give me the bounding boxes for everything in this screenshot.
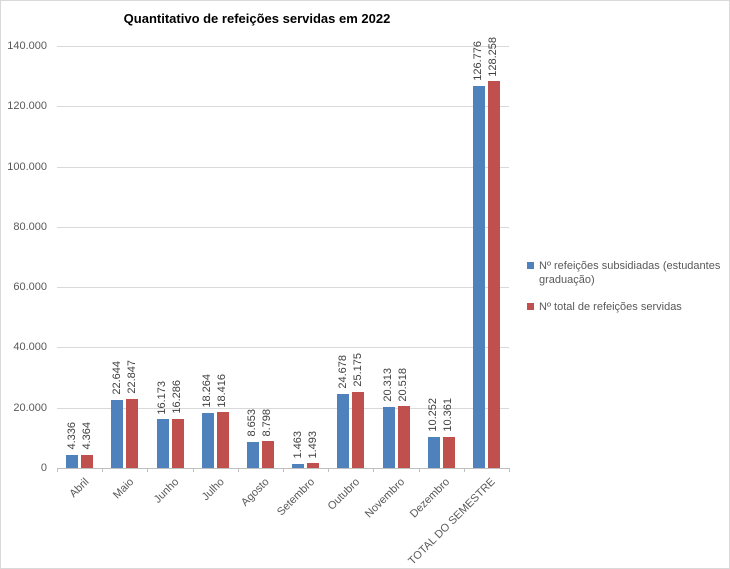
bar [111, 399, 124, 468]
x-axis-tick-label: Junho [151, 476, 182, 506]
x-axis-tick-mark [373, 468, 375, 472]
bar [352, 392, 365, 468]
x-axis-tick-label: Dezembro [408, 476, 453, 521]
bar [261, 441, 274, 468]
y-axis-tick-label: 80.000 [13, 220, 47, 233]
x-axis-tick-label: Maio [110, 476, 137, 502]
gridline [57, 347, 509, 349]
y-axis-tick-label: 120.000 [7, 100, 47, 113]
x-axis-tick-mark [509, 468, 510, 472]
gridline [57, 407, 509, 409]
data-label: 128.258 [487, 36, 500, 77]
x-axis-tick-mark [418, 468, 420, 472]
bar [81, 454, 94, 468]
data-label: 1.463 [291, 431, 304, 459]
x-axis-tick-mark [57, 468, 58, 472]
x-axis-tick-mark [283, 468, 284, 472]
x-axis-tick-mark [328, 468, 330, 472]
x-axis-tick-label: Julho [199, 476, 227, 504]
bar [216, 412, 229, 468]
bar [126, 399, 139, 468]
data-label: 4.364 [80, 422, 93, 450]
data-label: 1.493 [306, 430, 319, 459]
bar [66, 454, 79, 468]
data-label: 8.798 [261, 408, 274, 437]
data-label: 8.653 [246, 409, 259, 437]
legend: Nº refeições subsidiadas (estudantes gra… [527, 259, 723, 327]
legend-item: Nº total de refeições servidas [527, 300, 723, 314]
y-axis-tick-label: 140.000 [7, 40, 47, 52]
gridline [57, 287, 509, 289]
y-axis-tick-label: 40.000 [13, 341, 47, 354]
bar [427, 437, 440, 468]
x-axis-tick-mark [102, 468, 104, 472]
data-label: 10.252 [427, 398, 440, 433]
gridline [57, 46, 509, 47]
x-axis-tick-mark [192, 468, 194, 472]
data-label: 4.336 [65, 422, 78, 450]
gridline [57, 166, 509, 168]
x-axis-tick-label: Setembro [274, 476, 318, 519]
legend-label: Nº refeições subsidiadas (estudantes gra… [539, 260, 721, 286]
bar [397, 406, 410, 468]
bar [156, 419, 169, 468]
y-axis-tick-label: 0 [40, 462, 47, 474]
x-axis-tick-label: Novembro [363, 476, 408, 521]
data-label: 18.416 [216, 373, 229, 408]
x-axis-tick-label: TOTAL DO SEMESTRE [406, 476, 498, 568]
x-axis-tick-label: Agosto [239, 476, 272, 509]
data-label: 24.678 [336, 354, 349, 389]
x-axis-tick-mark [237, 468, 239, 472]
y-axis-tick-label: 100.000 [7, 160, 47, 173]
bar [307, 463, 320, 468]
gridline [57, 106, 509, 108]
legend-item: Nº refeições subsidiadas (estudantes gra… [527, 259, 723, 287]
legend-swatch-icon [527, 262, 534, 269]
data-label: 22.644 [110, 361, 123, 395]
data-label: 20.313 [382, 368, 394, 402]
data-label: 16.286 [171, 380, 183, 414]
chart-title: Quantitativo de refeições servidas em 20… [123, 11, 391, 26]
data-label: 18.264 [201, 374, 214, 408]
data-label: 16.173 [156, 380, 168, 415]
bar [487, 81, 500, 468]
legend-swatch-icon [527, 303, 534, 310]
x-axis-tick-label: Outubro [325, 476, 363, 513]
bar [382, 406, 395, 468]
legend-label: Nº total de refeições servidas [539, 301, 682, 313]
x-axis-tick-mark [463, 468, 465, 472]
y-axis-tick-label: 20.000 [13, 401, 47, 414]
y-axis-tick-label: 60.000 [13, 281, 47, 294]
bar [292, 463, 305, 468]
gridline [57, 226, 509, 228]
data-label: 22.847 [125, 360, 138, 395]
x-axis-tick-label: Abril [67, 476, 92, 501]
bar [171, 418, 184, 468]
data-label: 126.776 [472, 41, 485, 81]
data-label: 20.518 [397, 367, 409, 402]
data-label: 10.361 [442, 398, 455, 432]
bar [201, 412, 214, 468]
x-axis-tick-mark [147, 468, 149, 472]
data-label: 25.175 [351, 353, 364, 388]
bar [472, 85, 485, 468]
bar [337, 393, 350, 468]
bar [442, 436, 455, 468]
bar [246, 441, 259, 468]
